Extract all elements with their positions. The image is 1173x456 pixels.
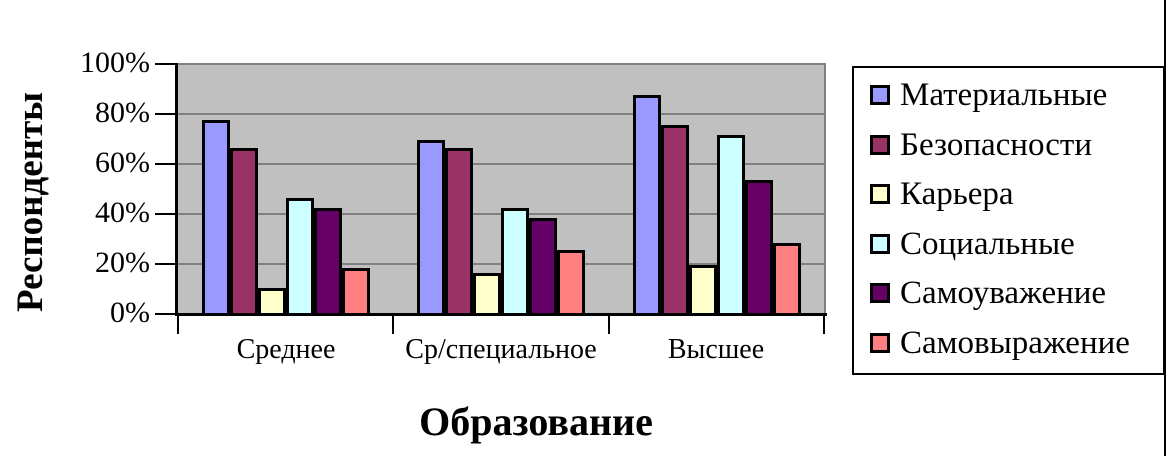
legend-item: Самовыражение bbox=[870, 323, 1159, 363]
gridline bbox=[178, 163, 824, 165]
x-tick bbox=[823, 316, 825, 334]
y-tick-label: 100% bbox=[80, 46, 150, 79]
legend-swatch bbox=[870, 233, 890, 254]
legend-item: Материальные bbox=[870, 75, 1159, 115]
legend-item: Карьера bbox=[870, 174, 1159, 214]
legend-item-label: Самовыражение bbox=[900, 324, 1130, 361]
x-axis-line bbox=[175, 313, 827, 316]
bar-Карьера bbox=[688, 265, 717, 313]
bar-Социальные bbox=[716, 135, 745, 313]
bar-group bbox=[178, 63, 393, 313]
page-frame-line bbox=[1164, 0, 1166, 456]
legend: Материальные Безопасности Карьера Социальны… bbox=[852, 66, 1165, 375]
y-tick-label: 60% bbox=[95, 146, 150, 179]
legend-item-label: Социальные bbox=[900, 225, 1075, 262]
bar-Самоуважение bbox=[528, 218, 557, 313]
bar-Безопасности bbox=[444, 148, 473, 313]
bar-Безопасности bbox=[229, 148, 258, 313]
legend-item-label: Безопасности bbox=[900, 126, 1093, 163]
x-category-label: Ср/специальное bbox=[405, 334, 597, 365]
y-tick-label: 40% bbox=[95, 196, 150, 229]
gridline bbox=[178, 113, 824, 115]
legend-swatch bbox=[870, 85, 890, 105]
bar-group bbox=[393, 63, 608, 313]
x-axis-title: Образование bbox=[419, 399, 653, 444]
bar-Социальные bbox=[285, 198, 314, 313]
legend-swatch bbox=[870, 134, 890, 155]
plot-area bbox=[178, 63, 826, 313]
bar-Карьера bbox=[257, 288, 286, 313]
bar-Самовыражение bbox=[556, 250, 585, 313]
bar-Материальные bbox=[201, 120, 230, 313]
legend-item-label: Материальные bbox=[900, 77, 1108, 113]
bar-Материальные bbox=[416, 140, 445, 313]
y-axis-line bbox=[175, 63, 178, 316]
legend-item-label: Самоуважение bbox=[900, 275, 1107, 312]
bar-group bbox=[609, 63, 824, 313]
legend-item: Самоуважение bbox=[870, 273, 1159, 313]
y-tick bbox=[155, 213, 178, 215]
bar-Карьера bbox=[472, 273, 501, 313]
y-tick-label: 20% bbox=[95, 246, 150, 279]
gridline bbox=[178, 63, 824, 65]
legend-item-label: Карьера bbox=[900, 176, 1014, 213]
x-tick bbox=[608, 316, 610, 334]
bar-Самоуважение bbox=[744, 180, 773, 313]
x-tick bbox=[177, 316, 179, 334]
x-category-label: Среднее bbox=[236, 334, 336, 365]
bar-Самовыражение bbox=[772, 243, 801, 313]
y-tick bbox=[155, 63, 178, 65]
bar-Безопасности bbox=[660, 125, 689, 313]
y-tick bbox=[155, 263, 178, 265]
bar-Материальные bbox=[632, 95, 661, 313]
bar-Самовыражение bbox=[341, 268, 370, 313]
legend-item: Безопасности bbox=[870, 125, 1159, 165]
legend-item: Социальные bbox=[870, 224, 1159, 264]
y-tick bbox=[155, 313, 178, 315]
y-tick bbox=[155, 163, 178, 165]
y-tick-label: 80% bbox=[95, 96, 150, 129]
bar-Социальные bbox=[500, 208, 529, 313]
y-tick-label: 0% bbox=[110, 296, 150, 329]
legend-swatch bbox=[870, 283, 890, 304]
x-tick bbox=[392, 316, 394, 334]
y-tick bbox=[155, 113, 178, 115]
legend-swatch bbox=[870, 184, 890, 205]
legend-swatch bbox=[870, 332, 890, 353]
bar-Самоуважение bbox=[313, 208, 342, 313]
x-category-label: Высшее bbox=[667, 334, 765, 365]
